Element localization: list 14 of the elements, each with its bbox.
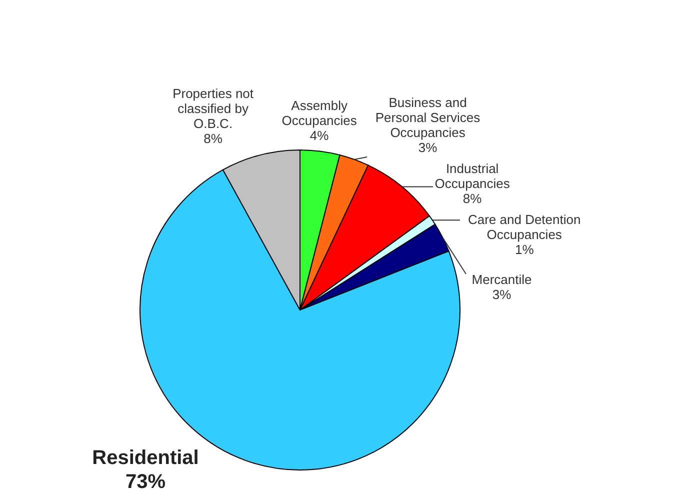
slice-label: Care and Detention Occupancies — [468, 212, 581, 242]
slice-label: Residential — [92, 447, 199, 469]
data-label: 73% — [125, 471, 166, 493]
data-label: 8% — [204, 131, 223, 146]
data-label: 3% — [418, 140, 438, 155]
slice-label: Properties not classified by O.B.C. — [172, 86, 254, 131]
slice-label: Business and Personal Services Occupancies — [375, 95, 481, 140]
data-label: 4% — [310, 128, 330, 143]
slice-label: Mercantile — [472, 272, 532, 287]
data-label: 8% — [462, 191, 482, 206]
data-label: 1% — [514, 242, 534, 257]
data-label: 3% — [492, 287, 512, 302]
slice-label: Assembly Occupancies — [282, 98, 358, 128]
slice-label: Industrial Occupancies — [434, 161, 510, 191]
